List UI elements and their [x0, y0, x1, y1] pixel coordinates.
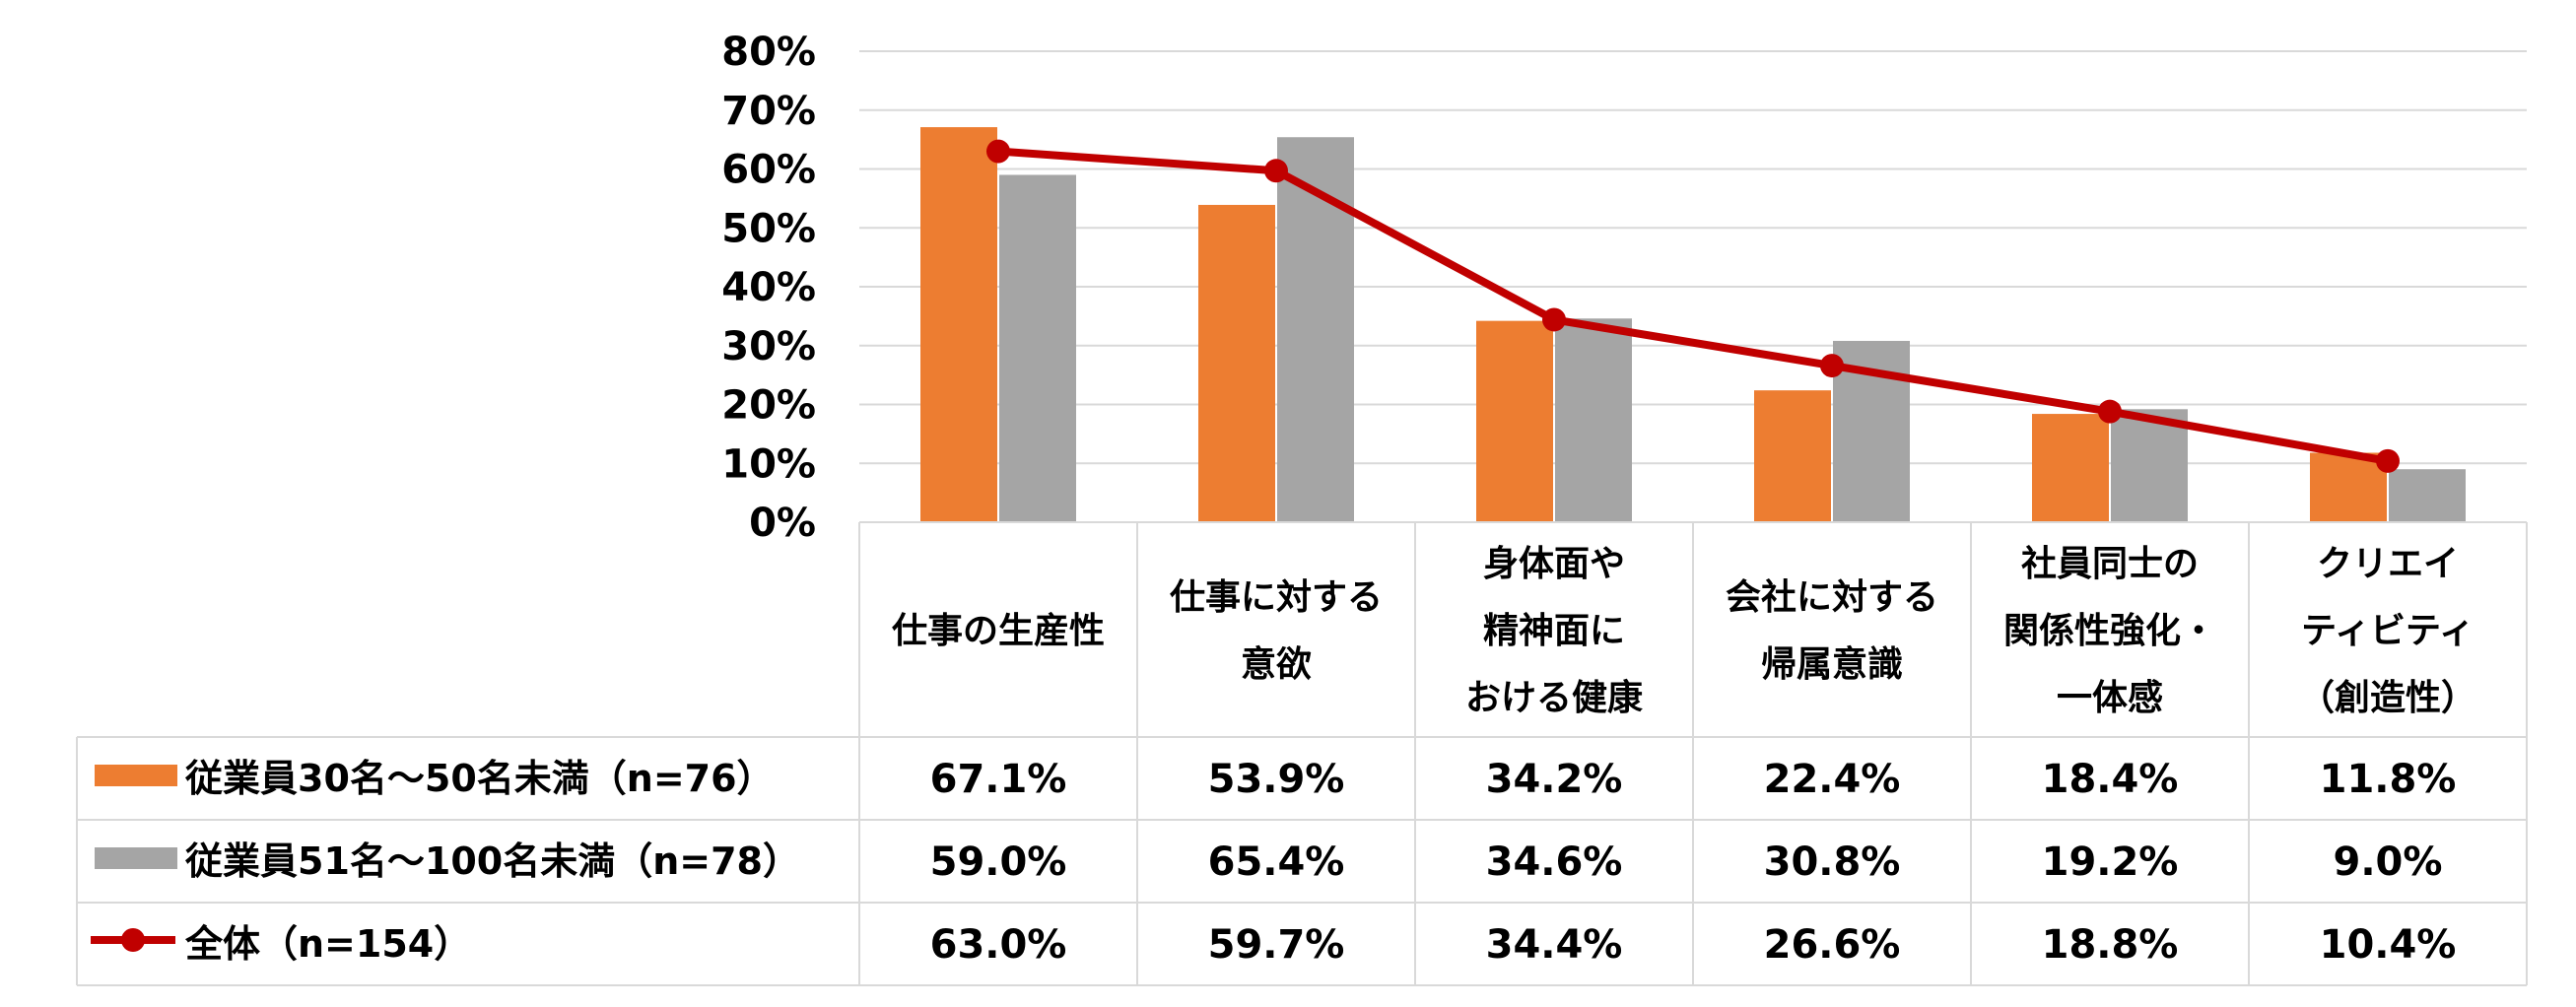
- data-label: 10.4%: [2320, 922, 2457, 968]
- legend-swatch: [95, 765, 177, 786]
- category-label: 会社に対する: [1726, 577, 1938, 618]
- bar-2: [1555, 318, 1632, 522]
- line-point: [2376, 448, 2400, 473]
- y-tick-label: 80%: [721, 30, 816, 75]
- data-label: 18.8%: [2042, 922, 2179, 968]
- data-label: 26.6%: [1764, 922, 1901, 968]
- category-label: （創造性）: [2299, 678, 2476, 718]
- y-tick-label: 30%: [721, 324, 816, 369]
- data-label: 34.4%: [1486, 922, 1623, 968]
- y-tick-label: 10%: [721, 441, 816, 487]
- data-label: 63.0%: [930, 922, 1067, 968]
- line-point: [1542, 307, 1566, 332]
- data-label: 9.0%: [2334, 839, 2443, 885]
- data-label: 59.0%: [930, 839, 1067, 885]
- data-label: 65.4%: [1208, 839, 1345, 885]
- data-label: 67.1%: [930, 757, 1067, 802]
- y-tick-label: 20%: [721, 383, 816, 429]
- category-label: ティビティ: [2301, 611, 2474, 651]
- category-label: 精神面に: [1483, 611, 1625, 651]
- legend-label: 従業員51名～100名未満（n=78）: [184, 839, 800, 883]
- y-tick-label: 40%: [721, 265, 816, 310]
- y-tick-label: 70%: [721, 89, 816, 134]
- bar-1: [1754, 390, 1831, 522]
- data-label: 19.2%: [2042, 839, 2179, 885]
- data-label: 30.8%: [1764, 839, 1901, 885]
- y-tick-label: 50%: [721, 206, 816, 251]
- bar-1: [920, 127, 997, 522]
- bar-1: [2032, 414, 2109, 522]
- data-label: 59.7%: [1208, 922, 1345, 968]
- category-label: クリエイ: [2317, 544, 2459, 584]
- category-label: 一体感: [2057, 678, 2163, 718]
- data-label: 11.8%: [2320, 757, 2457, 802]
- category-label: 身体面や: [1483, 544, 1625, 584]
- category-label: 帰属意識: [1761, 644, 1903, 685]
- line-point: [1820, 354, 1844, 378]
- legend-swatch-marker: [121, 928, 145, 952]
- data-label: 18.4%: [2042, 757, 2179, 802]
- category-label: おける健康: [1465, 677, 1643, 718]
- bar-1: [1198, 204, 1275, 522]
- series-line: [997, 147, 2389, 465]
- bar-2: [2111, 409, 2188, 522]
- category-label: 関係性強化・: [2003, 611, 2216, 651]
- y-tick-label: 0%: [749, 501, 816, 546]
- category-label: 意欲: [1241, 644, 1312, 685]
- category-label: 仕事の生産性: [892, 611, 1105, 651]
- y-tick-label: 60%: [721, 148, 816, 193]
- line-point: [986, 139, 1010, 164]
- data-label: 34.2%: [1486, 757, 1623, 802]
- bar-2: [2389, 469, 2466, 522]
- legend-swatch: [95, 847, 177, 869]
- bar-1: [2310, 452, 2387, 522]
- bar-2: [999, 174, 1076, 522]
- line-point: [1264, 159, 1288, 183]
- bar-1: [1476, 320, 1553, 522]
- category-label: 仕事に対する: [1170, 577, 1383, 618]
- data-label: 22.4%: [1764, 757, 1901, 802]
- data-label: 53.9%: [1208, 757, 1345, 802]
- data-label: 34.6%: [1486, 839, 1623, 885]
- category-label: 社員同士の: [2021, 544, 2199, 584]
- legend-label: 全体（n=154）: [184, 922, 471, 966]
- legend-label: 従業員30名～50名未満（n=76）: [184, 757, 775, 800]
- line-point: [2098, 399, 2122, 424]
